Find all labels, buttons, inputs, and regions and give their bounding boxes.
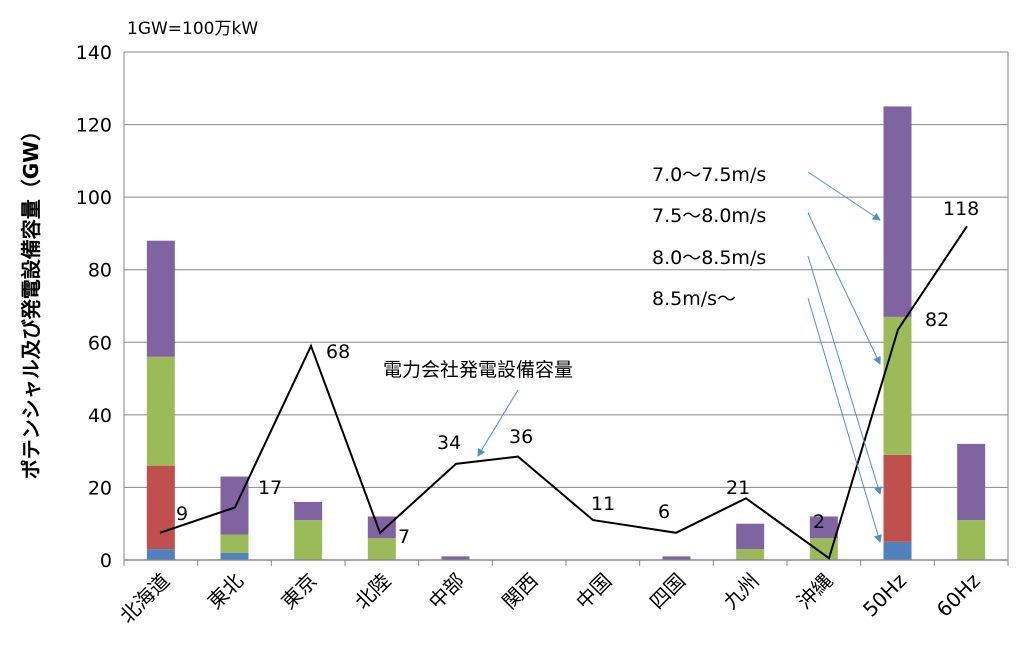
- x-tick-label: 北陸: [350, 569, 395, 614]
- annotation-arrow: [477, 389, 519, 457]
- bar-segment: [367, 538, 396, 560]
- bar-segment: [294, 520, 323, 560]
- x-tick-label: 50Hz: [858, 569, 911, 622]
- y-tick-label: 60: [88, 332, 112, 354]
- stacked-bars: [146, 106, 986, 560]
- y-tick-label: 100: [76, 187, 112, 209]
- bar-segment: [883, 454, 912, 542]
- annotation-7.5-8.0: 7.5〜8.0m/s: [652, 205, 766, 227]
- bar-segment: [736, 549, 765, 560]
- annotation-arrow: [807, 171, 881, 221]
- annotation-arrow: [807, 297, 882, 543]
- annotation-8.0-8.5: 8.0〜8.5m/s: [652, 247, 766, 269]
- annotation-7.0-7.5: 7.0〜7.5m/s: [652, 164, 766, 186]
- x-tick-label: 北海道: [115, 569, 174, 628]
- grid: [124, 51, 1008, 488]
- line-data-label: 82: [925, 309, 949, 331]
- bar-segment: [220, 476, 249, 535]
- bar-segment: [441, 556, 470, 560]
- bar-segment: [146, 549, 175, 560]
- line-data-label: 6: [658, 501, 670, 523]
- bar-segment: [146, 356, 175, 466]
- annotation-arrows: [477, 171, 882, 543]
- x-tick-labels: 北海道 東北 東京 北陸 中部 関西 中国 四国 九州 沖縄 50Hz 60Hz: [115, 569, 985, 628]
- annotation-arrow: [807, 212, 881, 365]
- line-data-label: 118: [943, 198, 979, 220]
- chart-title: 1GW=100万kW: [127, 19, 258, 39]
- line-data-label: 36: [509, 426, 533, 448]
- bar-segment: [367, 516, 396, 539]
- bar-segment: [809, 516, 838, 539]
- annotation-8.5-plus: 8.5m/s〜: [652, 288, 736, 310]
- y-tick-label: 140: [76, 42, 112, 64]
- capacity-line-path: [159, 225, 968, 560]
- x-tick-label: 60Hz: [932, 569, 985, 622]
- line-data-label: 9: [176, 503, 188, 525]
- line-data-label: 68: [326, 341, 350, 363]
- bar-segment: [883, 316, 912, 455]
- line-data-label: 11: [591, 493, 615, 515]
- bar-segment: [957, 520, 986, 560]
- x-tick-label: 東京: [276, 569, 321, 614]
- bar-segment: [294, 501, 323, 521]
- line-data-label: 17: [258, 477, 282, 499]
- annotations: 7.0〜7.5m/s 7.5〜8.0m/s 8.0〜8.5m/s 8.5m/s〜…: [383, 164, 766, 381]
- y-axis-label: ポテンシャル及び発電設備容量（GW）: [19, 121, 43, 479]
- x-tick-label: 関西: [497, 569, 542, 614]
- bar-segment: [220, 552, 249, 560]
- bar-segment: [883, 106, 912, 317]
- bar-segment: [146, 465, 175, 550]
- y-tick-label: 0: [100, 550, 112, 572]
- bar-segment: [220, 534, 249, 553]
- x-tick-label: 中部: [424, 569, 469, 614]
- y-tick-label: 80: [88, 260, 112, 282]
- x-tick-label: 四国: [645, 569, 690, 614]
- y-tick-label: 120: [76, 115, 112, 137]
- line-data-label: 2: [813, 511, 825, 533]
- bar-segment: [146, 240, 175, 357]
- y-tick-labels: 0 20 40 60 80 100 120 140: [76, 42, 112, 572]
- capacity-line: 9 17 68 7 34 36 11 6 21 2 82 118: [159, 198, 979, 560]
- annotation-utility-capacity: 電力会社発電設備容量: [383, 359, 573, 381]
- bar-segment: [736, 523, 765, 550]
- line-data-label: 34: [437, 432, 461, 454]
- y-tick-label: 20: [88, 477, 112, 499]
- x-tick-label: 中国: [571, 569, 616, 614]
- line-data-label: 7: [398, 526, 410, 548]
- bar-segment: [957, 443, 986, 521]
- x-tick-label: 沖縄: [792, 569, 837, 614]
- annotation-arrow: [807, 255, 882, 495]
- line-data-label: 21: [726, 477, 750, 499]
- y-tick-label: 40: [88, 405, 112, 427]
- bar-segment: [883, 541, 912, 560]
- axes: [123, 52, 1009, 566]
- x-tick-label: 東北: [203, 569, 248, 614]
- bar-segment: [662, 556, 691, 560]
- x-tick-label: 九州: [718, 569, 763, 614]
